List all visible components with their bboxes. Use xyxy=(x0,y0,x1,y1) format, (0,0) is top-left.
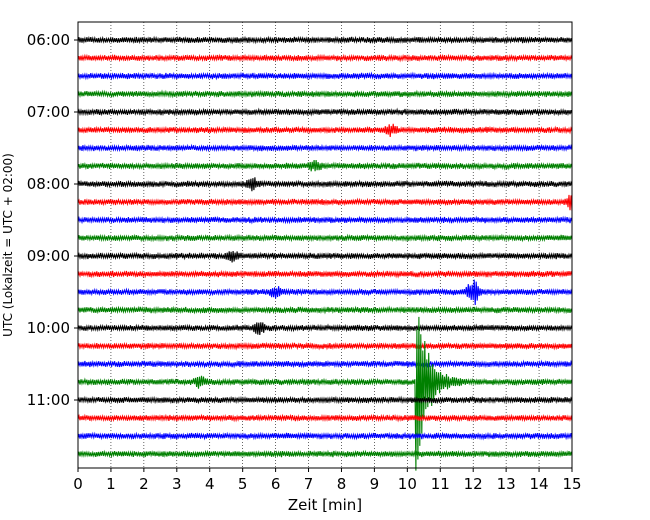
x-tick-label: 9 xyxy=(370,475,380,493)
trace-1145 xyxy=(77,449,573,459)
y-axis-label: UTC (Lokalzeit = UTC + 02:00) xyxy=(1,153,15,337)
trace-0915 xyxy=(77,269,573,279)
trace-0930 xyxy=(77,279,573,306)
x-tick-label: 5 xyxy=(238,475,248,493)
x-axis: 0 1 2 3 4 5 6 7 8 9 10 11 12 13 14 15 xyxy=(73,468,582,493)
trace-1015 xyxy=(77,341,573,351)
x-tick-label: 13 xyxy=(497,475,516,493)
y-tick-label: 09:00 xyxy=(27,247,70,265)
trace-0900 xyxy=(77,250,573,263)
y-tick-label: 08:00 xyxy=(27,175,70,193)
trace-0945 xyxy=(77,305,573,315)
trace-0830 xyxy=(77,215,573,225)
vertical-grid xyxy=(110,22,540,468)
trace-0715 xyxy=(77,123,573,137)
x-tick-label: 7 xyxy=(304,475,314,493)
plot-frame xyxy=(77,21,573,469)
trace-1130 xyxy=(77,431,573,441)
trace-0745 xyxy=(77,160,573,172)
trace-1115 xyxy=(77,413,573,423)
trace-1045 xyxy=(77,316,573,471)
x-tick-label: 14 xyxy=(530,475,549,493)
trace-0630 xyxy=(77,71,573,81)
trace-0645 xyxy=(77,89,573,99)
trace-1100 xyxy=(77,395,573,405)
x-tick-label: 3 xyxy=(172,475,182,493)
trace-0615 xyxy=(77,53,573,63)
trace-0815 xyxy=(77,194,573,212)
y-axis: 06:00 07:00 08:00 09:00 10:00 11:00 xyxy=(27,31,78,409)
x-tick-label: 0 xyxy=(73,475,83,493)
x-tick-label: 11 xyxy=(431,475,450,493)
trace-0800 xyxy=(77,177,573,192)
trace-1000 xyxy=(77,322,573,335)
trace-0730 xyxy=(77,143,573,153)
trace-0600 xyxy=(77,35,573,45)
x-tick-label: 12 xyxy=(464,475,483,493)
trace-1030 xyxy=(77,359,573,369)
x-tick-label: 8 xyxy=(337,475,347,493)
trace-0845 xyxy=(77,233,573,243)
x-tick-label: 6 xyxy=(271,475,281,493)
x-axis-label: Zeit [min] xyxy=(288,496,362,514)
x-tick-label: 1 xyxy=(106,475,116,493)
y-tick-label: 11:00 xyxy=(27,391,70,409)
x-tick-label: 15 xyxy=(562,475,581,493)
trace-0700 xyxy=(77,107,573,117)
x-tick-label: 2 xyxy=(139,475,149,493)
x-tick-label: 10 xyxy=(398,475,417,493)
y-tick-label: 06:00 xyxy=(27,31,70,49)
trace-group xyxy=(77,35,573,471)
y-tick-label: 10:00 xyxy=(27,319,70,337)
y-tick-label: 07:00 xyxy=(27,103,70,121)
x-tick-label: 4 xyxy=(205,475,215,493)
